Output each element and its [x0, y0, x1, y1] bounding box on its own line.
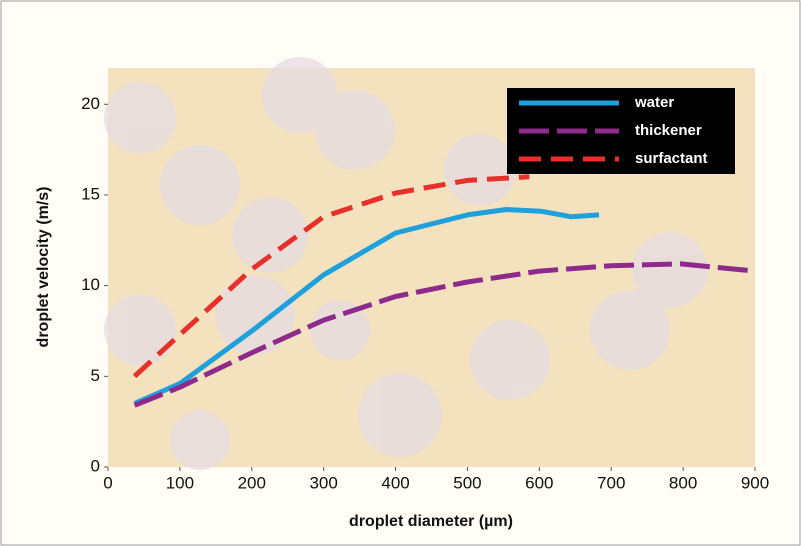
series-line: [133, 261, 756, 408]
legend: water thickener surfactant: [507, 88, 735, 174]
y-tick-label: 5: [91, 366, 100, 385]
y-tick-label: 20: [81, 94, 100, 113]
legend-label: surfactant: [635, 150, 708, 167]
legend-label: water: [634, 94, 674, 111]
y-tick-label: 15: [81, 184, 100, 203]
legend-label: thickener: [635, 122, 702, 139]
x-tick-label: 300: [309, 473, 337, 492]
x-tick-label: 800: [669, 473, 697, 492]
y-tick-label: 0: [91, 456, 100, 475]
x-axis-label: droplet diameter (µm): [349, 513, 513, 530]
x-tick-label: 400: [381, 473, 409, 492]
x-tick-label: 700: [597, 473, 625, 492]
x-tick-label: 500: [453, 473, 481, 492]
y-tick-label: 10: [81, 275, 100, 294]
x-tick-label: 900: [741, 473, 769, 492]
series-line: [132, 174, 530, 379]
x-tick-label: 600: [525, 473, 553, 492]
x-tick-label: 200: [238, 473, 266, 492]
y-axis-label: droplet velocity (m/s): [35, 187, 52, 348]
x-tick-label: 100: [166, 473, 194, 492]
series-line: [133, 207, 600, 406]
decorative-bubbles: [104, 57, 708, 470]
x-tick-label: 0: [103, 473, 112, 492]
